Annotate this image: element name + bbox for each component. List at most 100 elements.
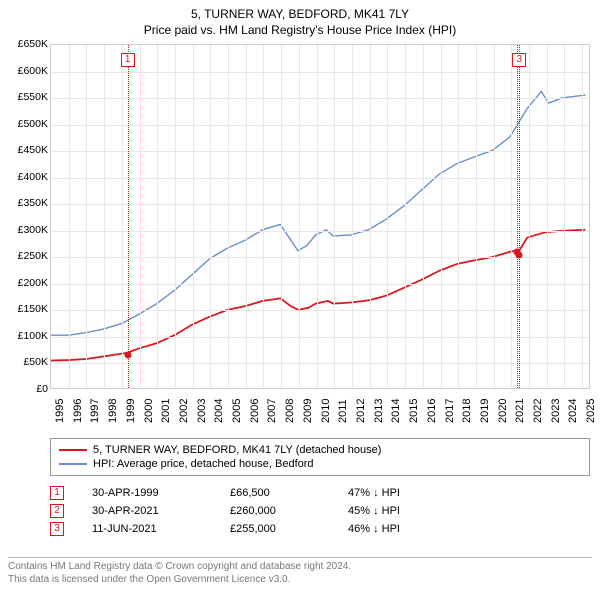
x-axis-label: 2016 [426,399,438,423]
x-axis-label: 2014 [390,399,402,423]
gridline-v [494,45,495,388]
y-axis-label: £50K [2,356,48,368]
event-badge: 3 [512,53,526,67]
event-price: £260,000 [230,505,320,517]
gridline-v [547,45,548,388]
event-delta: 47% ↓ HPI [348,487,400,499]
gridline-h [51,204,589,205]
gridline-v [352,45,353,388]
x-axis-label: 2005 [231,399,243,423]
gridline-h [51,363,589,364]
gridline-v [423,45,424,388]
gridline-v [228,45,229,388]
gridline-v [458,45,459,388]
events-table: 1 30-APR-1999 £66,500 47% ↓ HPI 2 30-APR-2021… [50,484,590,538]
x-axis-label: 2023 [550,399,562,423]
x-axis-label: 1998 [107,399,119,423]
gridline-v [405,45,406,388]
gridline-v [140,45,141,388]
y-axis-label: £250K [2,250,48,262]
x-axis-label: 2018 [461,399,473,423]
y-axis-label: £650K [2,38,48,50]
x-axis-label: 2004 [213,399,225,423]
legend-swatch-hpi [59,463,87,465]
gridline-v [69,45,70,388]
y-axis-label: £550K [2,91,48,103]
gridline-h [51,284,589,285]
legend-swatch-price [59,449,87,451]
event-price: £255,000 [230,523,320,535]
gridline-h [51,151,589,152]
gridline-h [51,178,589,179]
legend-label-hpi: HPI: Average price, detached house, Bedf… [93,458,314,470]
gridline-v [476,45,477,388]
x-axis-label: 2007 [266,399,278,423]
x-axis-label: 2000 [143,399,155,423]
gridline-v [564,45,565,388]
x-axis-label: 2025 [585,399,597,423]
gridline-h [51,310,589,311]
event-date: 11-JUN-2021 [92,523,202,535]
x-axis-label: 2009 [302,399,314,423]
event-marker-line [128,45,129,388]
gridline-v [104,45,105,388]
gridline-v [387,45,388,388]
x-axis-label: 2019 [479,399,491,423]
event-row: 3 11-JUN-2021 £255,000 46% ↓ HPI [50,520,590,538]
gridline-h [51,98,589,99]
series-line-price_paid [51,230,586,361]
event-delta: 45% ↓ HPI [348,505,400,517]
y-axis-label: £400K [2,171,48,183]
x-axis-label: 2003 [196,399,208,423]
x-axis-label: 1995 [54,399,66,423]
event-row: 2 30-APR-2021 £260,000 45% ↓ HPI [50,502,590,520]
event-row: 1 30-APR-1999 £66,500 47% ↓ HPI [50,484,590,502]
legend: 5, TURNER WAY, BEDFORD, MK41 7LY (detach… [50,438,590,476]
y-axis-label: £300K [2,224,48,236]
gridline-v [529,45,530,388]
attribution-footer: Contains HM Land Registry data © Crown c… [8,557,592,586]
x-axis-label: 2010 [320,399,332,423]
legend-label-price: 5, TURNER WAY, BEDFORD, MK41 7LY (detach… [93,444,381,456]
event-price: £66,500 [230,487,320,499]
gridline-v [210,45,211,388]
event-delta: 46% ↓ HPI [348,523,400,535]
gridline-v [122,45,123,388]
event-number-badge: 2 [50,504,64,518]
event-marker-line [519,45,520,388]
gridline-h [51,337,589,338]
x-axis-label: 2008 [284,399,296,423]
gridline-v [441,45,442,388]
gridline-v [175,45,176,388]
gridline-v [263,45,264,388]
gridline-h [51,72,589,73]
y-axis-label: £500K [2,118,48,130]
gridline-v [334,45,335,388]
event-date: 30-APR-1999 [92,487,202,499]
y-axis-label: £200K [2,277,48,289]
y-axis-label: £150K [2,303,48,315]
event-badge: 1 [121,53,135,67]
event-point-marker [516,251,523,258]
event-number-badge: 3 [50,522,64,536]
chart-title: 5, TURNER WAY, BEDFORD, MK41 7LY Price p… [0,0,600,38]
x-axis-label: 2002 [178,399,190,423]
x-axis-label: 1999 [125,399,137,423]
x-axis-label: 2021 [514,399,526,423]
gridline-v [193,45,194,388]
x-axis-label: 2001 [160,399,172,423]
gridline-v [281,45,282,388]
x-axis-label: 2020 [497,399,509,423]
gridline-v [511,45,512,388]
x-axis-label: 1997 [89,399,101,423]
gridline-v [370,45,371,388]
title-line1: 5, TURNER WAY, BEDFORD, MK41 7LY [0,6,600,22]
x-axis-label: 2011 [337,399,349,423]
x-axis-label: 2024 [567,399,579,423]
gridline-h [51,231,589,232]
x-axis-label: 2013 [373,399,385,423]
event-number-badge: 1 [50,486,64,500]
event-date: 30-APR-2021 [92,505,202,517]
x-axis-label: 2012 [355,399,367,423]
x-axis-label: 2006 [249,399,261,423]
